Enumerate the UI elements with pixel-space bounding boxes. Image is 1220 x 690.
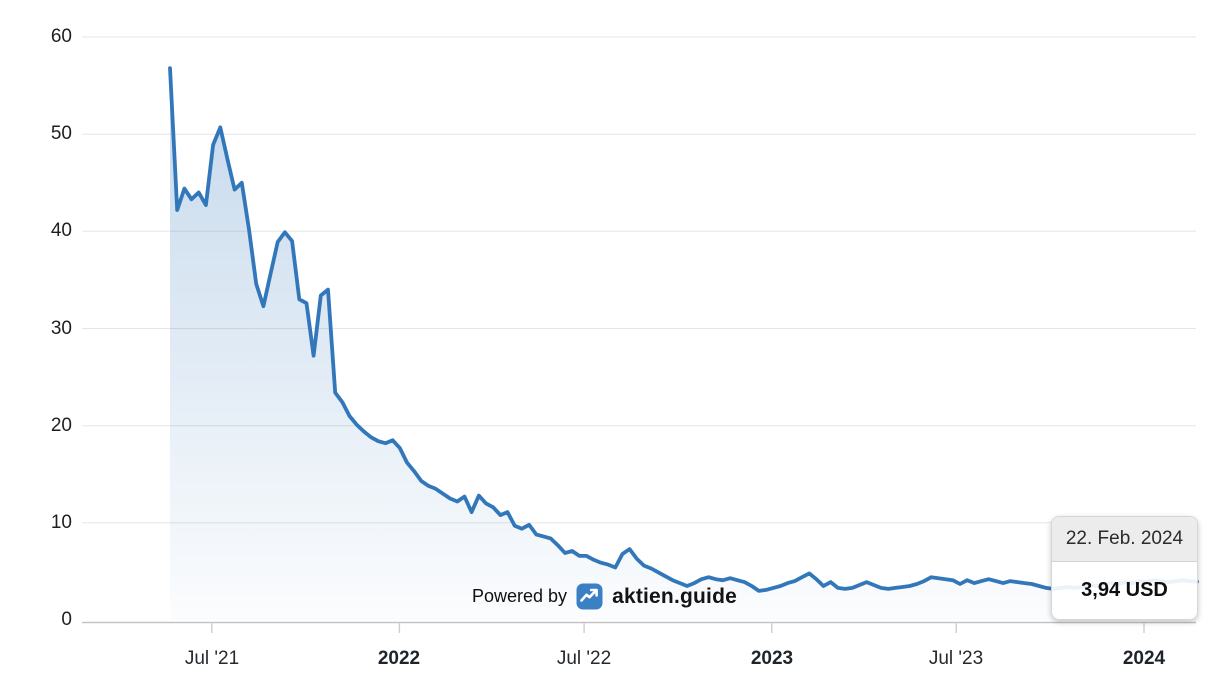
- x-axis-label: Jul '22: [556, 648, 612, 669]
- x-axis-label: 2024: [1122, 648, 1166, 669]
- y-axis-label: 0: [61, 609, 72, 630]
- area-fill: [170, 68, 1197, 621]
- y-axis-label: 20: [50, 415, 72, 436]
- price-line: [168, 66, 1199, 593]
- x-axis-label: 2022: [377, 648, 421, 669]
- y-axis-label: 40: [50, 220, 72, 241]
- chart-tooltip: 22. Feb. 2024 3,94 USD: [1051, 516, 1198, 620]
- y-axis-label: 10: [50, 512, 72, 533]
- y-axis-label: 60: [50, 26, 72, 47]
- brand-name[interactable]: aktien.guide: [612, 584, 737, 608]
- y-axis-label: 50: [50, 123, 72, 144]
- tooltip-date: 22. Feb. 2024: [1052, 517, 1197, 562]
- x-axis-label: Jul '21: [184, 648, 240, 669]
- x-axis-label: 2023: [750, 648, 794, 669]
- y-axis-label: 30: [50, 318, 72, 339]
- tooltip-value: 3,94 USD: [1081, 579, 1168, 601]
- powered-by-label: Powered by: [472, 586, 568, 606]
- aktien-guide-logo-icon[interactable]: [576, 583, 603, 610]
- watermark-link[interactable]: Powered by aktien.guide: [472, 583, 737, 610]
- x-axis-label: Jul '23: [928, 648, 984, 669]
